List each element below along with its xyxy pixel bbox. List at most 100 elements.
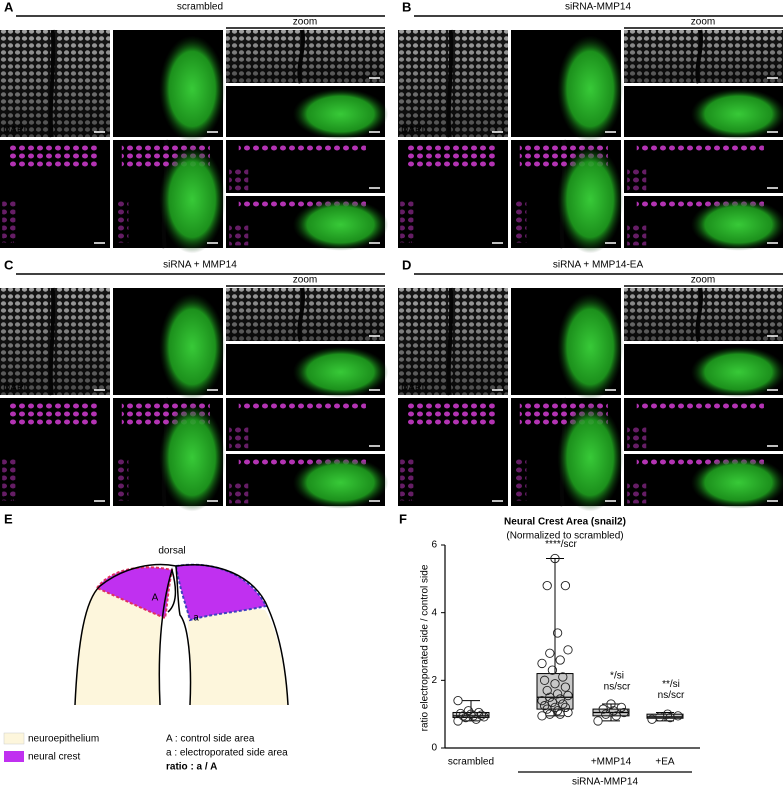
data-point <box>673 711 683 721</box>
zoom-label: zoom <box>293 17 317 28</box>
snail2-signal <box>627 169 647 191</box>
area-label: A <box>152 593 159 604</box>
lumen <box>695 29 703 84</box>
lumen <box>446 29 454 138</box>
gfp-signal <box>690 198 783 251</box>
y-tick-label: 4 <box>431 607 437 618</box>
gfp-signal <box>292 346 389 398</box>
data-point <box>608 706 619 716</box>
data-point <box>563 707 573 718</box>
panel-letter: D <box>402 257 411 272</box>
channel-label: GFP <box>514 125 535 136</box>
channel-label: snail2 <box>3 494 30 505</box>
channel-label: GFP <box>514 383 535 394</box>
panel-letter: B <box>402 0 411 14</box>
snail2-signal <box>2 457 16 501</box>
data-point <box>558 672 568 682</box>
x-tick-label: scrambled <box>448 757 494 768</box>
gfp-signal <box>557 145 624 254</box>
data-point <box>619 707 629 718</box>
gfp-signal <box>690 88 783 140</box>
chart-subtitle: (Normalized to scrambled) <box>506 531 623 542</box>
lumen <box>446 287 454 396</box>
data-point <box>539 701 550 711</box>
data-point <box>552 628 563 638</box>
snail2-signal <box>229 427 249 449</box>
significance: ns/scr <box>658 690 685 701</box>
snail2-signal <box>229 224 249 246</box>
data-point <box>662 709 673 719</box>
data-point <box>555 694 565 704</box>
y-tick-label: 2 <box>431 675 437 686</box>
gfp-signal <box>690 346 783 398</box>
data-point <box>550 553 560 564</box>
panel-title: siRNA + MMP14 <box>163 260 237 271</box>
panel-letter: A <box>4 0 14 14</box>
data-point <box>552 689 563 699</box>
dorsal-label: dorsal <box>158 546 185 557</box>
channel-label: snail2 <box>401 494 428 505</box>
box <box>646 713 684 719</box>
definition: ratio : a / A <box>166 762 217 773</box>
gfp-signal <box>159 145 226 254</box>
lumen <box>297 29 305 84</box>
panel-letter: E <box>4 511 13 526</box>
snail2-signal <box>627 427 647 449</box>
y-axis-label: ratio electroporated side / control side <box>420 564 431 731</box>
gfp-signal <box>159 403 226 512</box>
diagram: E dorsal A a neuroepithelium neural cres… <box>3 511 289 773</box>
gfp-signal <box>557 293 624 401</box>
gfp-signal <box>557 403 624 512</box>
snail2-signal <box>627 482 647 504</box>
gfp-signal <box>159 35 226 143</box>
definition: a : electroporated side area <box>166 748 288 759</box>
legend-label: neural crest <box>28 752 80 763</box>
snail2-signal <box>400 199 414 243</box>
data-point <box>463 706 474 716</box>
data-point <box>563 690 573 701</box>
snail2-signal <box>636 142 764 154</box>
panel-letter: C <box>4 257 14 272</box>
data-point <box>537 695 547 706</box>
channel-label: DAPI <box>401 383 424 394</box>
data-point <box>606 699 616 709</box>
gfp-signal <box>159 293 226 401</box>
channel-label: GFP <box>116 383 137 394</box>
channel-label: snail2 <box>401 236 428 247</box>
y-tick-label: 0 <box>431 743 437 754</box>
data-point <box>550 702 560 713</box>
outline-inner <box>158 565 192 706</box>
significance: **/si <box>662 679 680 690</box>
significance: */si <box>610 671 624 682</box>
data-point <box>560 702 571 713</box>
snail2-signal <box>115 199 129 243</box>
panel-letter: F <box>399 511 407 526</box>
data-point <box>560 580 571 591</box>
gfp-signal <box>292 88 389 140</box>
snail2-signal <box>627 224 647 246</box>
snail2-signal <box>229 482 249 504</box>
significance: ****/scr <box>545 539 577 550</box>
data-point <box>537 658 547 669</box>
data-point <box>593 716 603 726</box>
channel-label: GFP <box>116 125 137 136</box>
snail2-signal <box>513 199 527 243</box>
snail2-signal <box>636 456 764 467</box>
gfp-signal <box>690 456 783 509</box>
lumen <box>48 287 56 396</box>
snail2-signal <box>238 400 366 412</box>
channel-label: DAPI <box>401 125 424 136</box>
snail2-signal <box>238 142 366 154</box>
data-point <box>545 692 555 702</box>
snail2-signal <box>115 457 129 501</box>
snail2-signal <box>8 145 97 167</box>
panel-title: siRNA-MMP14 <box>565 2 632 13</box>
chart-title: Neural Crest Area (snail2) <box>504 517 626 528</box>
data-point <box>550 679 560 689</box>
snail2-signal <box>406 403 495 425</box>
data-point <box>601 709 611 719</box>
